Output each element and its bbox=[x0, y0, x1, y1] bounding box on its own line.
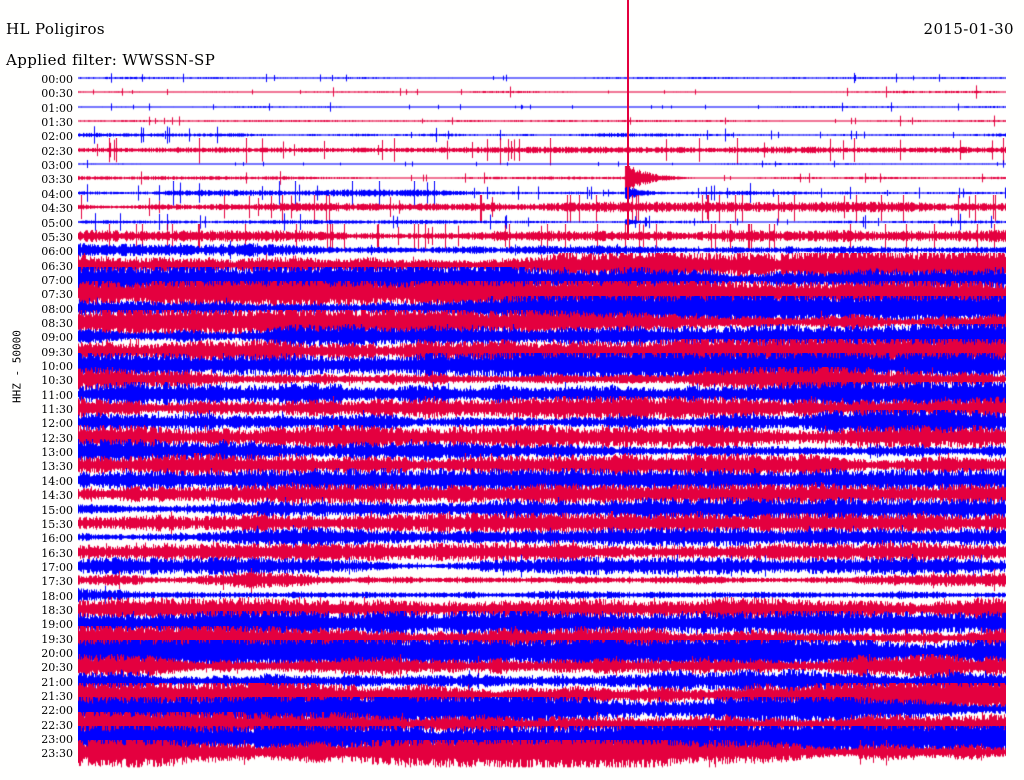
time-axis-label: 17:00 bbox=[41, 560, 73, 574]
time-axis-label: 13:00 bbox=[41, 446, 73, 460]
time-axis-label: 19:00 bbox=[41, 618, 73, 632]
time-axis-label: 15:30 bbox=[41, 517, 73, 531]
time-axis-label: 08:00 bbox=[41, 302, 73, 316]
time-axis-label: 06:00 bbox=[41, 245, 73, 259]
waveform-trace bbox=[78, 740, 1006, 771]
event-marker-line bbox=[627, 0, 629, 240]
time-axis-label: 05:30 bbox=[41, 230, 73, 244]
time-axis-label: 09:00 bbox=[41, 331, 73, 345]
time-axis-label: 00:30 bbox=[41, 87, 73, 101]
time-axis-label: 23:00 bbox=[41, 733, 73, 747]
time-axis-label: 03:00 bbox=[41, 159, 73, 173]
time-axis-label: 23:30 bbox=[41, 747, 73, 761]
time-axis-label: 11:30 bbox=[41, 403, 73, 417]
time-axis-label: 00:00 bbox=[41, 73, 73, 86]
time-axis-label: 20:30 bbox=[41, 661, 73, 675]
time-axis-label: 10:00 bbox=[41, 360, 73, 373]
time-axis-label: 02:30 bbox=[41, 144, 73, 158]
time-axis-label: 14:30 bbox=[41, 489, 73, 503]
page-title: HL Poligiros bbox=[6, 20, 106, 38]
time-axis-label: 21:00 bbox=[41, 675, 73, 689]
time-axis-label: 16:00 bbox=[41, 532, 73, 546]
record-date-label: 2015-01-30 bbox=[923, 20, 1014, 38]
time-axis-label: 17:30 bbox=[41, 575, 73, 589]
time-axis-label: 09:30 bbox=[41, 345, 73, 359]
applied-filter-label: Applied filter: WWSSN-SP bbox=[6, 51, 216, 69]
time-axis-label: 10:30 bbox=[41, 374, 73, 388]
time-axis-label: 11:00 bbox=[41, 388, 73, 402]
time-axis-label: 07:00 bbox=[41, 273, 73, 287]
time-axis-label: 04:30 bbox=[41, 202, 73, 216]
time-axis-label: 19:30 bbox=[41, 632, 73, 646]
time-axis-label: 12:30 bbox=[41, 431, 73, 445]
trace-plot-area: 00:00 00:30 01:00 01:30 02:00 02:30 03:00 03:30… bbox=[0, 66, 1024, 780]
time-axis-label: 03:30 bbox=[41, 173, 73, 187]
time-axis-label: 05:00 bbox=[41, 216, 73, 230]
time-axis-label: 13:30 bbox=[41, 460, 73, 474]
time-axis-label: 02:00 bbox=[41, 130, 73, 144]
time-axis-label: 07:30 bbox=[41, 288, 73, 302]
time-axis-label: 22:00 bbox=[41, 704, 73, 718]
time-axis-label: 16:30 bbox=[41, 546, 73, 560]
time-axis-label: 18:30 bbox=[41, 603, 73, 617]
time-axis-label: 22:30 bbox=[41, 718, 73, 732]
time-axis-label: 21:30 bbox=[41, 690, 73, 704]
time-axis-label: 18:00 bbox=[41, 589, 73, 603]
time-axis-label: 15:00 bbox=[41, 503, 73, 517]
time-axis-label: 20:00 bbox=[41, 647, 73, 660]
time-axis-label: 08:30 bbox=[41, 316, 73, 330]
time-axis-label: 06:30 bbox=[41, 259, 73, 273]
time-axis-label: 12:00 bbox=[41, 417, 73, 431]
time-axis-label: 04:00 bbox=[41, 187, 73, 201]
time-axis-label: 01:30 bbox=[41, 116, 73, 130]
time-axis-label: 14:00 bbox=[41, 474, 73, 488]
trace-row: 23:30 bbox=[0, 740, 1024, 771]
time-axis-label: 01:00 bbox=[41, 101, 73, 115]
